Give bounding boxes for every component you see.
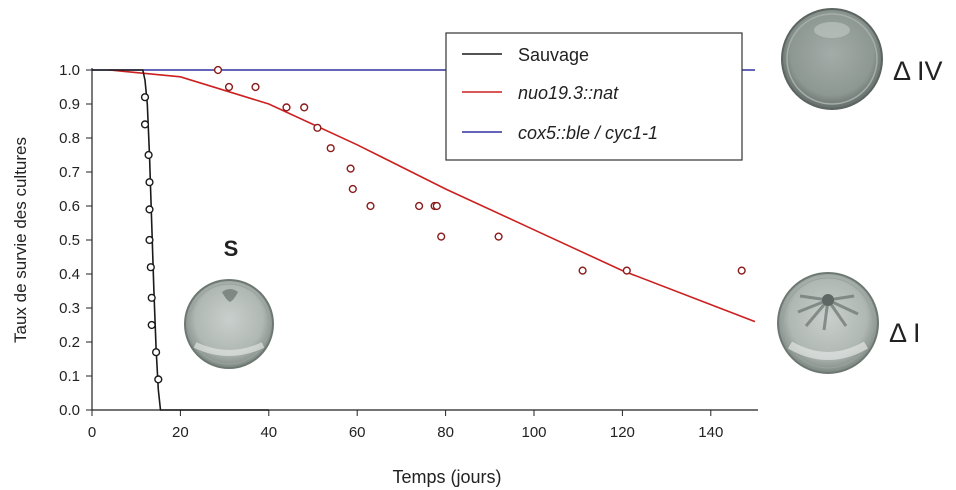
- y-tick-label: 0.3: [59, 300, 80, 317]
- data-point-s1-12: [432, 201, 441, 211]
- x-tick-label: 140: [698, 424, 723, 441]
- data-point-s0-10: [154, 375, 163, 384]
- data-point-s0-4: [145, 205, 154, 214]
- data-point-s1-7: [346, 164, 355, 173]
- y-tick-label: 0.8: [59, 130, 80, 147]
- y-tick-label: 0.0: [59, 402, 80, 419]
- data-point-s1-16: [622, 266, 631, 275]
- legend-label-sauvage: Sauvage: [518, 45, 589, 65]
- x-tick-label: 80: [437, 424, 454, 441]
- delta-iv-label: Δ IV: [893, 56, 943, 86]
- data-point-s1-3: [282, 103, 291, 112]
- petri-dish-delta-i: [777, 272, 879, 374]
- data-point-s1-15: [578, 266, 587, 275]
- x-tick-label: 60: [349, 424, 366, 441]
- y-tick-label: 0.1: [59, 368, 80, 385]
- data-point-s1-4: [300, 103, 309, 112]
- x-tick-label: 40: [260, 424, 277, 441]
- delta-i-label: Δ I: [889, 318, 921, 348]
- legend-label-nuo19: nuo19.3::nat: [518, 83, 619, 103]
- y-axis-ticks: 0.0 0.1 0.2 0.3 0.4 0.5 0.6 0.7 0.8 0.9 1.0: [59, 62, 92, 419]
- y-tick-label: 0.2: [59, 334, 80, 351]
- y-tick-label: 0.5: [59, 232, 80, 249]
- data-point-s1-14: [494, 232, 503, 241]
- data-point-s0-0: [140, 93, 150, 102]
- x-axis-ticks: 0 20 40 60 80 100 120 140: [88, 410, 723, 441]
- data-point-s1-2: [251, 82, 260, 92]
- data-point-s0-5: [145, 235, 154, 245]
- x-axis-title: Temps (jours): [392, 467, 501, 487]
- series-line-1: [109, 69, 756, 323]
- data-point-s1-1: [224, 82, 234, 92]
- x-tick-label: 20: [172, 424, 189, 441]
- s-label: S: [224, 236, 239, 261]
- x-tick-label: 0: [88, 424, 96, 441]
- data-point-s0-3: [145, 178, 154, 187]
- data-point-s1-9: [366, 201, 375, 211]
- y-tick-label: 0.9: [59, 96, 80, 113]
- petri-dish-s: [184, 279, 274, 369]
- data-point-s1-10: [415, 201, 424, 211]
- y-axis-title: Taux de survie des cultures: [11, 137, 30, 343]
- data-point-s0-6: [146, 263, 155, 272]
- y-tick-label: 1.0: [59, 62, 80, 79]
- y-tick-label: 0.4: [59, 266, 80, 283]
- petri-dish-delta-iv: [781, 8, 883, 110]
- data-point-s1-5: [313, 123, 322, 132]
- data-point-s1-17: [737, 266, 746, 275]
- data-point-s1-8: [348, 184, 357, 194]
- legend-label-cox5: cox5::ble / cyc1-1: [518, 123, 658, 143]
- x-tick-label: 120: [610, 424, 635, 441]
- series-line-0: [92, 69, 269, 411]
- data-point-s0-7: [147, 293, 156, 302]
- data-point-s0-2: [144, 150, 153, 160]
- y-tick-label: 0.6: [59, 198, 80, 215]
- y-tick-label: 0.7: [59, 164, 80, 181]
- x-tick-label: 100: [521, 424, 546, 441]
- legend: Sauvage nuo19.3::nat cox5::ble / cyc1-1: [445, 32, 743, 161]
- data-point-s1-13: [437, 232, 446, 241]
- data-point-s0-9: [152, 348, 161, 357]
- data-point-s0-8: [147, 320, 156, 330]
- data-point-s1-6: [326, 144, 335, 153]
- data-point-s1-0: [213, 65, 223, 75]
- data-point-s0-1: [140, 120, 150, 129]
